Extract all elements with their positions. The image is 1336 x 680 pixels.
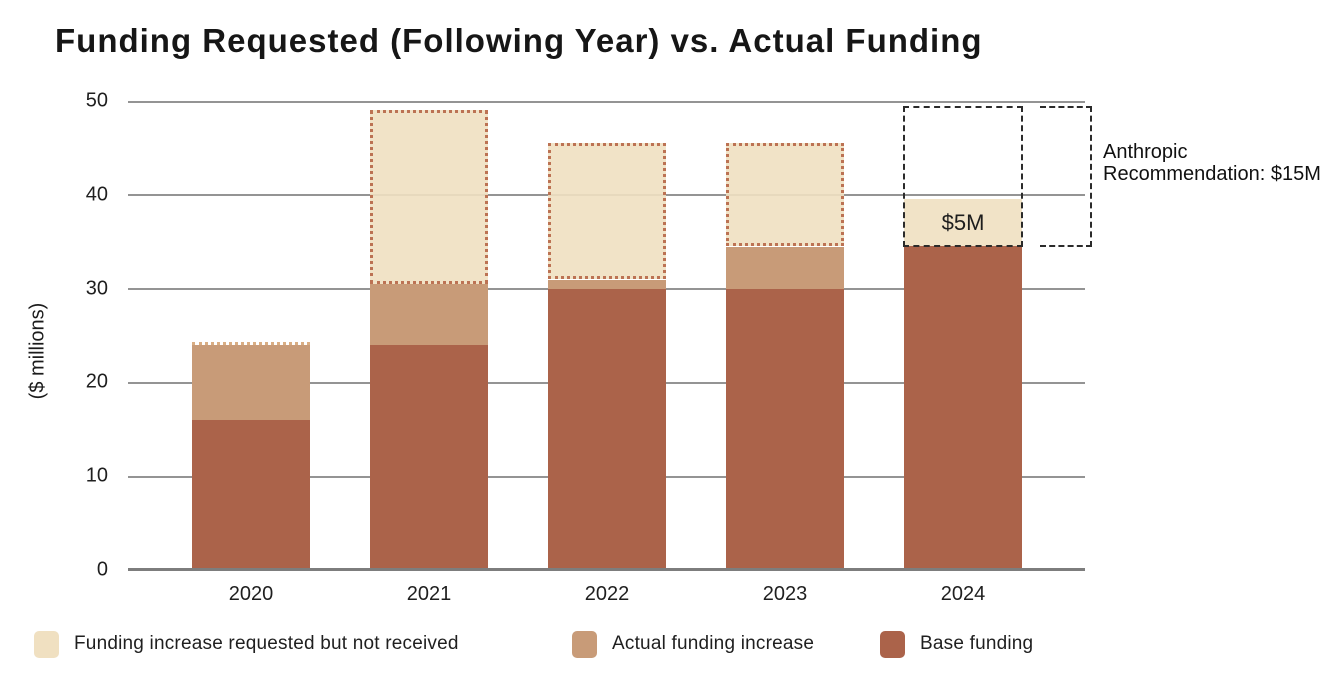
y-tick-50: 50: [85, 89, 108, 112]
bar-value-label-2024: $5M: [941, 209, 985, 235]
bar-2024-requested-segment: $5M: [904, 199, 1022, 246]
bar-2022-base-segment: [548, 289, 666, 570]
bar-2021-requested-segment: [370, 110, 488, 284]
bar-2023-actual-segment: [726, 247, 844, 289]
recommendation-dashed-box: [903, 106, 1023, 247]
legend-swatch-actual-increase: [572, 630, 597, 658]
legend-swatch-requested: [34, 630, 59, 658]
legend-item-actual-increase: Actual funding increase: [572, 629, 814, 659]
x-axis-ticks: 2020 2021 2022 2023 2024: [128, 583, 1085, 611]
legend-label-actual-increase: Actual funding increase: [612, 633, 815, 654]
bar-2024-base-segment: [904, 246, 1022, 570]
y-axis-ticks: 50 40 30 20 10 0: [48, 90, 108, 581]
x-tick-2022: 2022: [584, 583, 630, 605]
legend-label-requested: Funding increase requested but not recei…: [74, 633, 459, 654]
bar-2021-actual-segment: [370, 284, 488, 345]
bar-2023-requested-segment: [726, 143, 844, 246]
bar-2023-base-segment: [726, 289, 844, 570]
legend: Funding increase requested but not recei…: [0, 629, 1336, 663]
bar-2022-requested-segment: [548, 143, 666, 279]
y-tick-20: 20: [85, 370, 108, 393]
y-axis-label: ($ millions): [26, 302, 49, 400]
x-axis-line: [128, 568, 1085, 571]
bar-2020-actual-segment: [192, 345, 310, 420]
y-tick-10: 10: [85, 464, 108, 487]
x-tick-2021: 2021: [406, 583, 452, 605]
y-tick-40: 40: [85, 183, 108, 206]
gridline-50: [128, 101, 1085, 103]
bar-2021-base-segment: [370, 345, 488, 570]
recommendation-dashed-box-callout: [1040, 106, 1092, 247]
x-tick-2020: 2020: [228, 583, 274, 605]
x-tick-2023: 2023: [762, 583, 808, 605]
recommendation-annotation: Anthropic Recommendation: $15M: [1103, 141, 1321, 185]
bar-2020-requested-segment: [192, 342, 310, 345]
bar-2020-base-segment: [192, 420, 310, 570]
x-tick-2024: 2024: [940, 583, 986, 605]
legend-item-requested: Funding increase requested but not recei…: [34, 629, 459, 659]
legend-swatch-base-funding: [880, 630, 905, 658]
legend-item-base-funding: Base funding: [880, 629, 1033, 659]
bar-2022-actual-segment: [548, 280, 666, 289]
y-tick-30: 30: [85, 277, 108, 300]
plot-area: $5M: [128, 101, 1092, 571]
chart-title: Funding Requested (Following Year) vs. A…: [55, 22, 983, 59]
legend-label-base-funding: Base funding: [920, 633, 1034, 654]
y-tick-0: 0: [96, 558, 108, 581]
